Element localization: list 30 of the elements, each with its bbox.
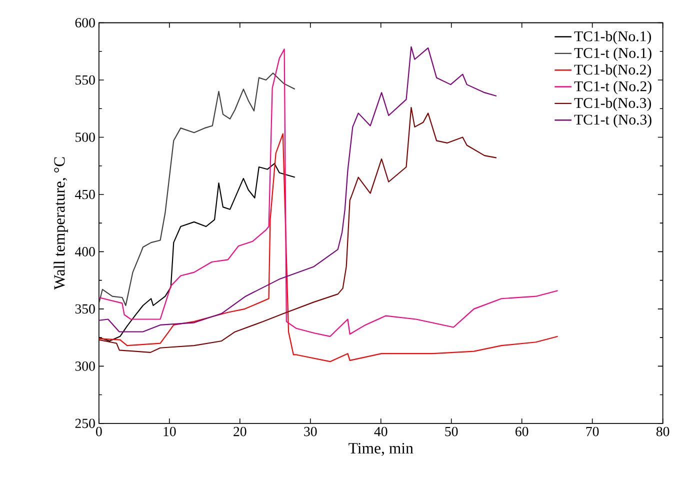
x-tick-label: 50 xyxy=(445,427,458,436)
line-series xyxy=(98,46,498,333)
x-tick-label: 20 xyxy=(234,427,246,436)
line-series xyxy=(98,72,296,306)
y-tick-label: 500 xyxy=(76,132,95,142)
y-tick-label: 600 xyxy=(75,18,95,28)
legend-label: TC1-b(No.3) xyxy=(574,98,651,112)
x-tick-label: 60 xyxy=(516,427,528,436)
y-tick-label: 450 xyxy=(75,190,95,200)
x-tick-label: 40 xyxy=(374,427,388,436)
y-tick-label: 350 xyxy=(75,304,95,314)
line-series xyxy=(98,48,558,338)
x-tick-label: 70 xyxy=(586,427,599,436)
x-axis-title: Time, min xyxy=(348,443,414,456)
legend-label: TC1-b(No.2) xyxy=(574,64,651,78)
legend-label: TC1-t (No.3) xyxy=(574,114,652,128)
y-tick-label: 400 xyxy=(75,247,95,257)
x-tick-label: 30 xyxy=(304,427,317,436)
legend-label: TC1-b(No.1) xyxy=(574,31,651,44)
y-tick-label: 250 xyxy=(75,418,95,428)
y-axis-title: Wall temperature, °C xyxy=(54,157,68,290)
x-tick-label: 0 xyxy=(96,427,102,436)
line-series xyxy=(98,107,498,354)
legend-label: TC1-t (No.2) xyxy=(574,81,652,94)
x-tick-label: 80 xyxy=(656,427,670,436)
line-series xyxy=(98,133,558,362)
y-tick-label: 300 xyxy=(75,362,95,372)
legend-label: TC1-t (No.1) xyxy=(574,48,652,62)
y-tick-label: 550 xyxy=(76,76,95,85)
x-tick-label: 10 xyxy=(164,427,176,436)
